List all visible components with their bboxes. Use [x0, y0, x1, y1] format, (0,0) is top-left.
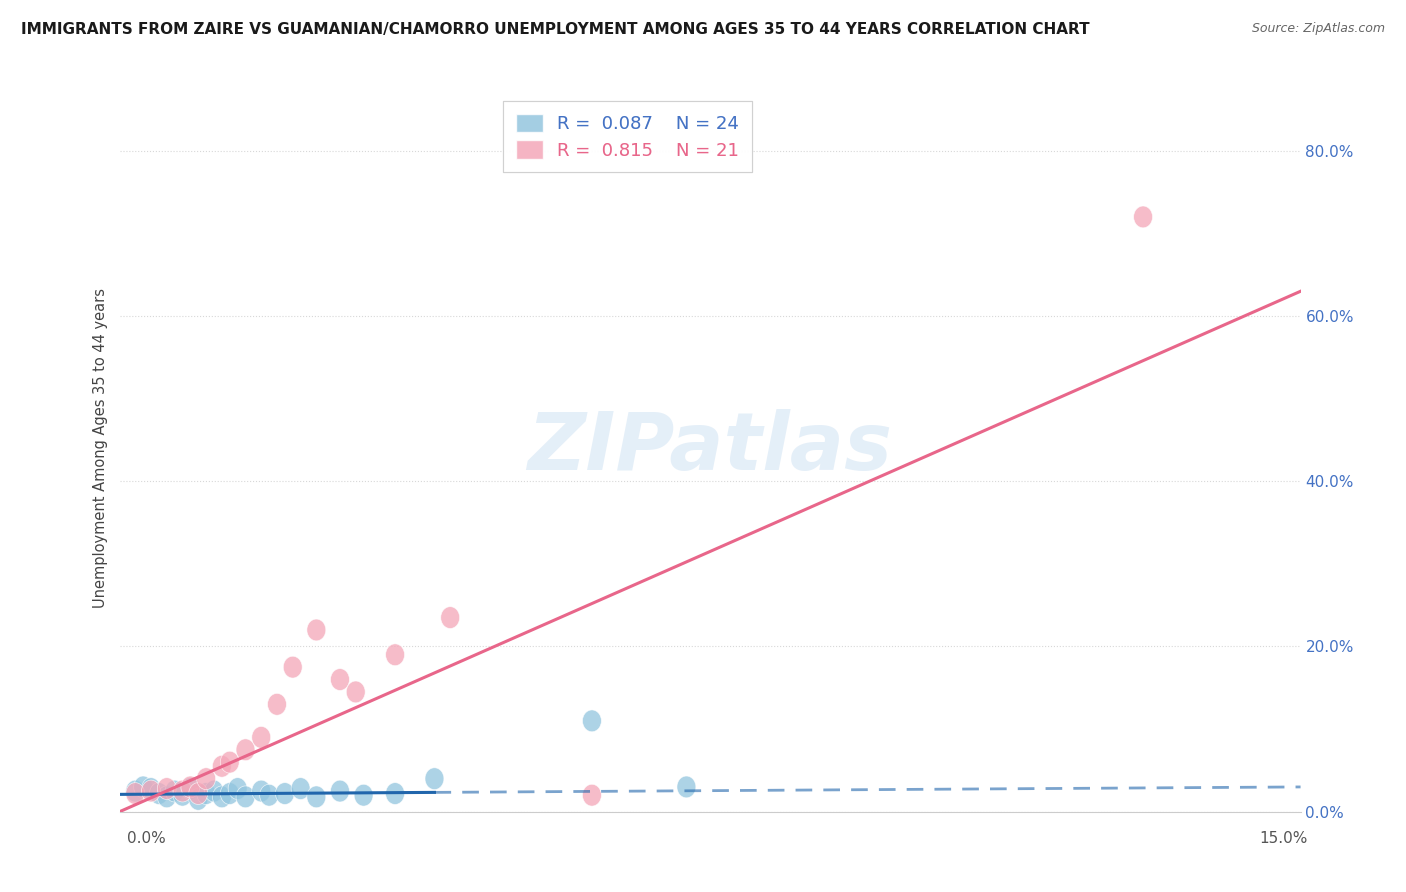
Ellipse shape	[1133, 206, 1153, 227]
Legend: R =  0.087    N = 24, R =  0.815    N = 21: R = 0.087 N = 24, R = 0.815 N = 21	[503, 101, 752, 172]
Ellipse shape	[385, 644, 405, 665]
Ellipse shape	[157, 778, 176, 799]
Ellipse shape	[582, 784, 602, 806]
Ellipse shape	[236, 786, 254, 808]
Ellipse shape	[307, 619, 326, 640]
Ellipse shape	[221, 751, 239, 773]
Ellipse shape	[330, 780, 350, 802]
Ellipse shape	[212, 756, 232, 777]
Ellipse shape	[188, 782, 208, 805]
Ellipse shape	[236, 739, 254, 761]
Ellipse shape	[204, 780, 224, 802]
Ellipse shape	[197, 782, 215, 805]
Ellipse shape	[307, 786, 326, 808]
Ellipse shape	[291, 778, 311, 799]
Text: ZIPatlas: ZIPatlas	[527, 409, 893, 487]
Ellipse shape	[276, 782, 294, 805]
Ellipse shape	[252, 726, 271, 748]
Ellipse shape	[212, 786, 232, 808]
Text: 15.0%: 15.0%	[1260, 831, 1308, 846]
Text: 0.0%: 0.0%	[127, 831, 166, 846]
Ellipse shape	[142, 780, 160, 802]
Ellipse shape	[134, 776, 153, 797]
Ellipse shape	[142, 778, 160, 799]
Ellipse shape	[330, 669, 350, 690]
Ellipse shape	[157, 786, 176, 808]
Ellipse shape	[440, 607, 460, 629]
Ellipse shape	[252, 780, 271, 802]
Ellipse shape	[173, 780, 193, 802]
Ellipse shape	[676, 776, 696, 797]
Ellipse shape	[228, 778, 247, 799]
Ellipse shape	[149, 782, 169, 805]
Ellipse shape	[173, 784, 193, 806]
Ellipse shape	[125, 782, 145, 805]
Ellipse shape	[188, 789, 208, 810]
Ellipse shape	[346, 681, 366, 703]
Y-axis label: Unemployment Among Ages 35 to 44 years: Unemployment Among Ages 35 to 44 years	[93, 288, 108, 608]
Ellipse shape	[354, 784, 373, 806]
Ellipse shape	[283, 657, 302, 678]
Ellipse shape	[125, 780, 145, 802]
Ellipse shape	[181, 776, 200, 797]
Ellipse shape	[260, 784, 278, 806]
Ellipse shape	[385, 782, 405, 805]
Ellipse shape	[197, 768, 215, 789]
Text: Source: ZipAtlas.com: Source: ZipAtlas.com	[1251, 22, 1385, 36]
Ellipse shape	[221, 782, 239, 805]
Ellipse shape	[582, 710, 602, 731]
Ellipse shape	[165, 780, 184, 802]
Ellipse shape	[181, 778, 200, 799]
Text: IMMIGRANTS FROM ZAIRE VS GUAMANIAN/CHAMORRO UNEMPLOYMENT AMONG AGES 35 TO 44 YEA: IMMIGRANTS FROM ZAIRE VS GUAMANIAN/CHAMO…	[21, 22, 1090, 37]
Ellipse shape	[267, 693, 287, 715]
Ellipse shape	[425, 768, 444, 789]
